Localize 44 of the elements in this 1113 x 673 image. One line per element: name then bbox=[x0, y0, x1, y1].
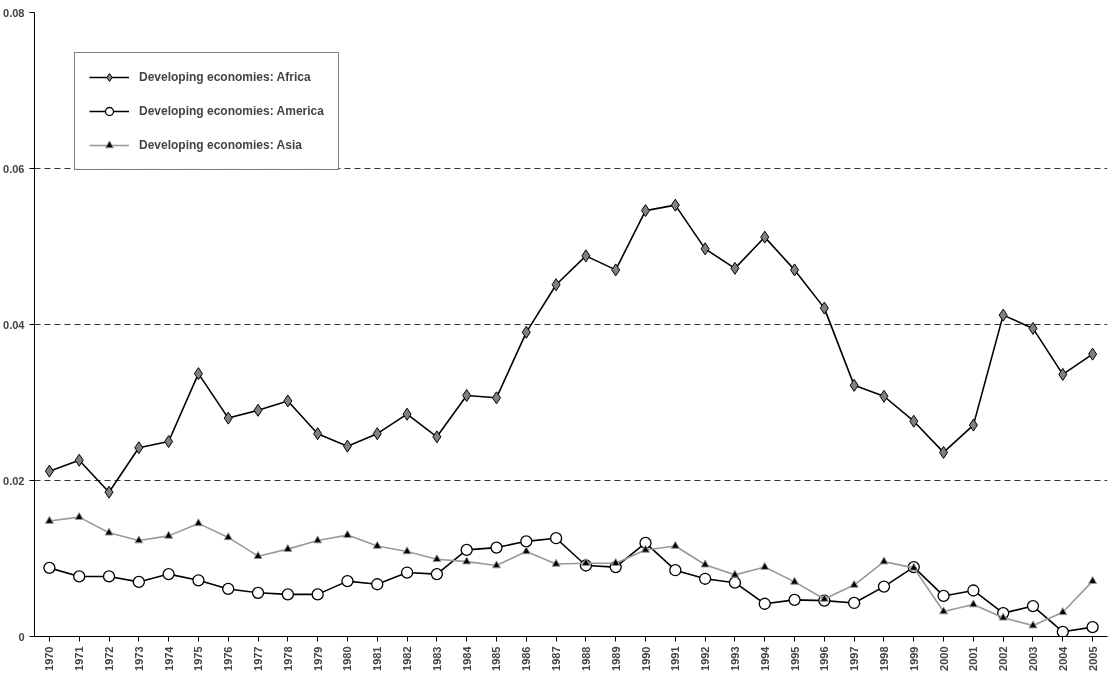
x-tick-label: 1982 bbox=[401, 646, 414, 671]
x-tick-label: 1977 bbox=[252, 646, 265, 671]
x-tick-label: 2004 bbox=[1056, 645, 1069, 671]
y-tick-label: 0.02 bbox=[3, 474, 25, 487]
legend-label: Developing economies: Asia bbox=[139, 138, 302, 152]
y-tick-label: 0 bbox=[18, 630, 25, 643]
x-tick-label: 1990 bbox=[639, 646, 652, 671]
x-tick-label: 1971 bbox=[73, 646, 86, 671]
x-tick-label: 1975 bbox=[192, 646, 205, 671]
x-tick-label: 2001 bbox=[967, 646, 980, 671]
x-tick-label: 1976 bbox=[222, 646, 235, 671]
x-tick-label: 1985 bbox=[490, 646, 503, 671]
y-tick-label: 0.08 bbox=[3, 6, 25, 19]
x-tick-label: 1999 bbox=[907, 646, 920, 671]
y-tick-label: 0.04 bbox=[3, 318, 26, 331]
x-tick-label: 1998 bbox=[877, 646, 890, 671]
x-tick-label: 1980 bbox=[341, 646, 354, 671]
x-tick-label: 1978 bbox=[281, 646, 294, 671]
x-tick-label: 1972 bbox=[103, 646, 116, 671]
x-tick-label: 1994 bbox=[758, 645, 771, 671]
x-tick-label: 1996 bbox=[818, 646, 831, 671]
x-tick-label: 1989 bbox=[609, 646, 622, 671]
x-tick-label: 1992 bbox=[699, 646, 712, 671]
x-tick-label: 1973 bbox=[132, 646, 145, 671]
legend-label: Developing economies: Africa bbox=[139, 70, 311, 84]
x-tick-label: 1981 bbox=[371, 646, 384, 671]
x-tick-label: 1984 bbox=[460, 645, 473, 671]
x-tick-label: 1974 bbox=[162, 645, 175, 671]
x-tick-label: 1988 bbox=[579, 646, 592, 671]
x-tick-label: 1983 bbox=[430, 646, 443, 671]
x-tick-label: 2003 bbox=[1026, 646, 1039, 671]
x-tick-label: 1995 bbox=[788, 646, 801, 671]
x-tick-label: 2000 bbox=[937, 646, 950, 671]
y-tick-label: 0.06 bbox=[3, 162, 25, 175]
x-tick-label: 1987 bbox=[550, 646, 563, 671]
x-tick-label: 2005 bbox=[1086, 646, 1099, 671]
x-tick-label: 1997 bbox=[848, 646, 861, 671]
x-tick-label: 1986 bbox=[520, 646, 533, 671]
x-tick-label: 1991 bbox=[669, 646, 682, 671]
legend-label: Developing economies: America bbox=[139, 104, 324, 118]
x-tick-label: 1993 bbox=[728, 646, 741, 671]
x-tick-label: 1970 bbox=[43, 646, 56, 671]
x-tick-label: 2002 bbox=[997, 646, 1010, 671]
x-tick-label: 1979 bbox=[311, 646, 324, 671]
